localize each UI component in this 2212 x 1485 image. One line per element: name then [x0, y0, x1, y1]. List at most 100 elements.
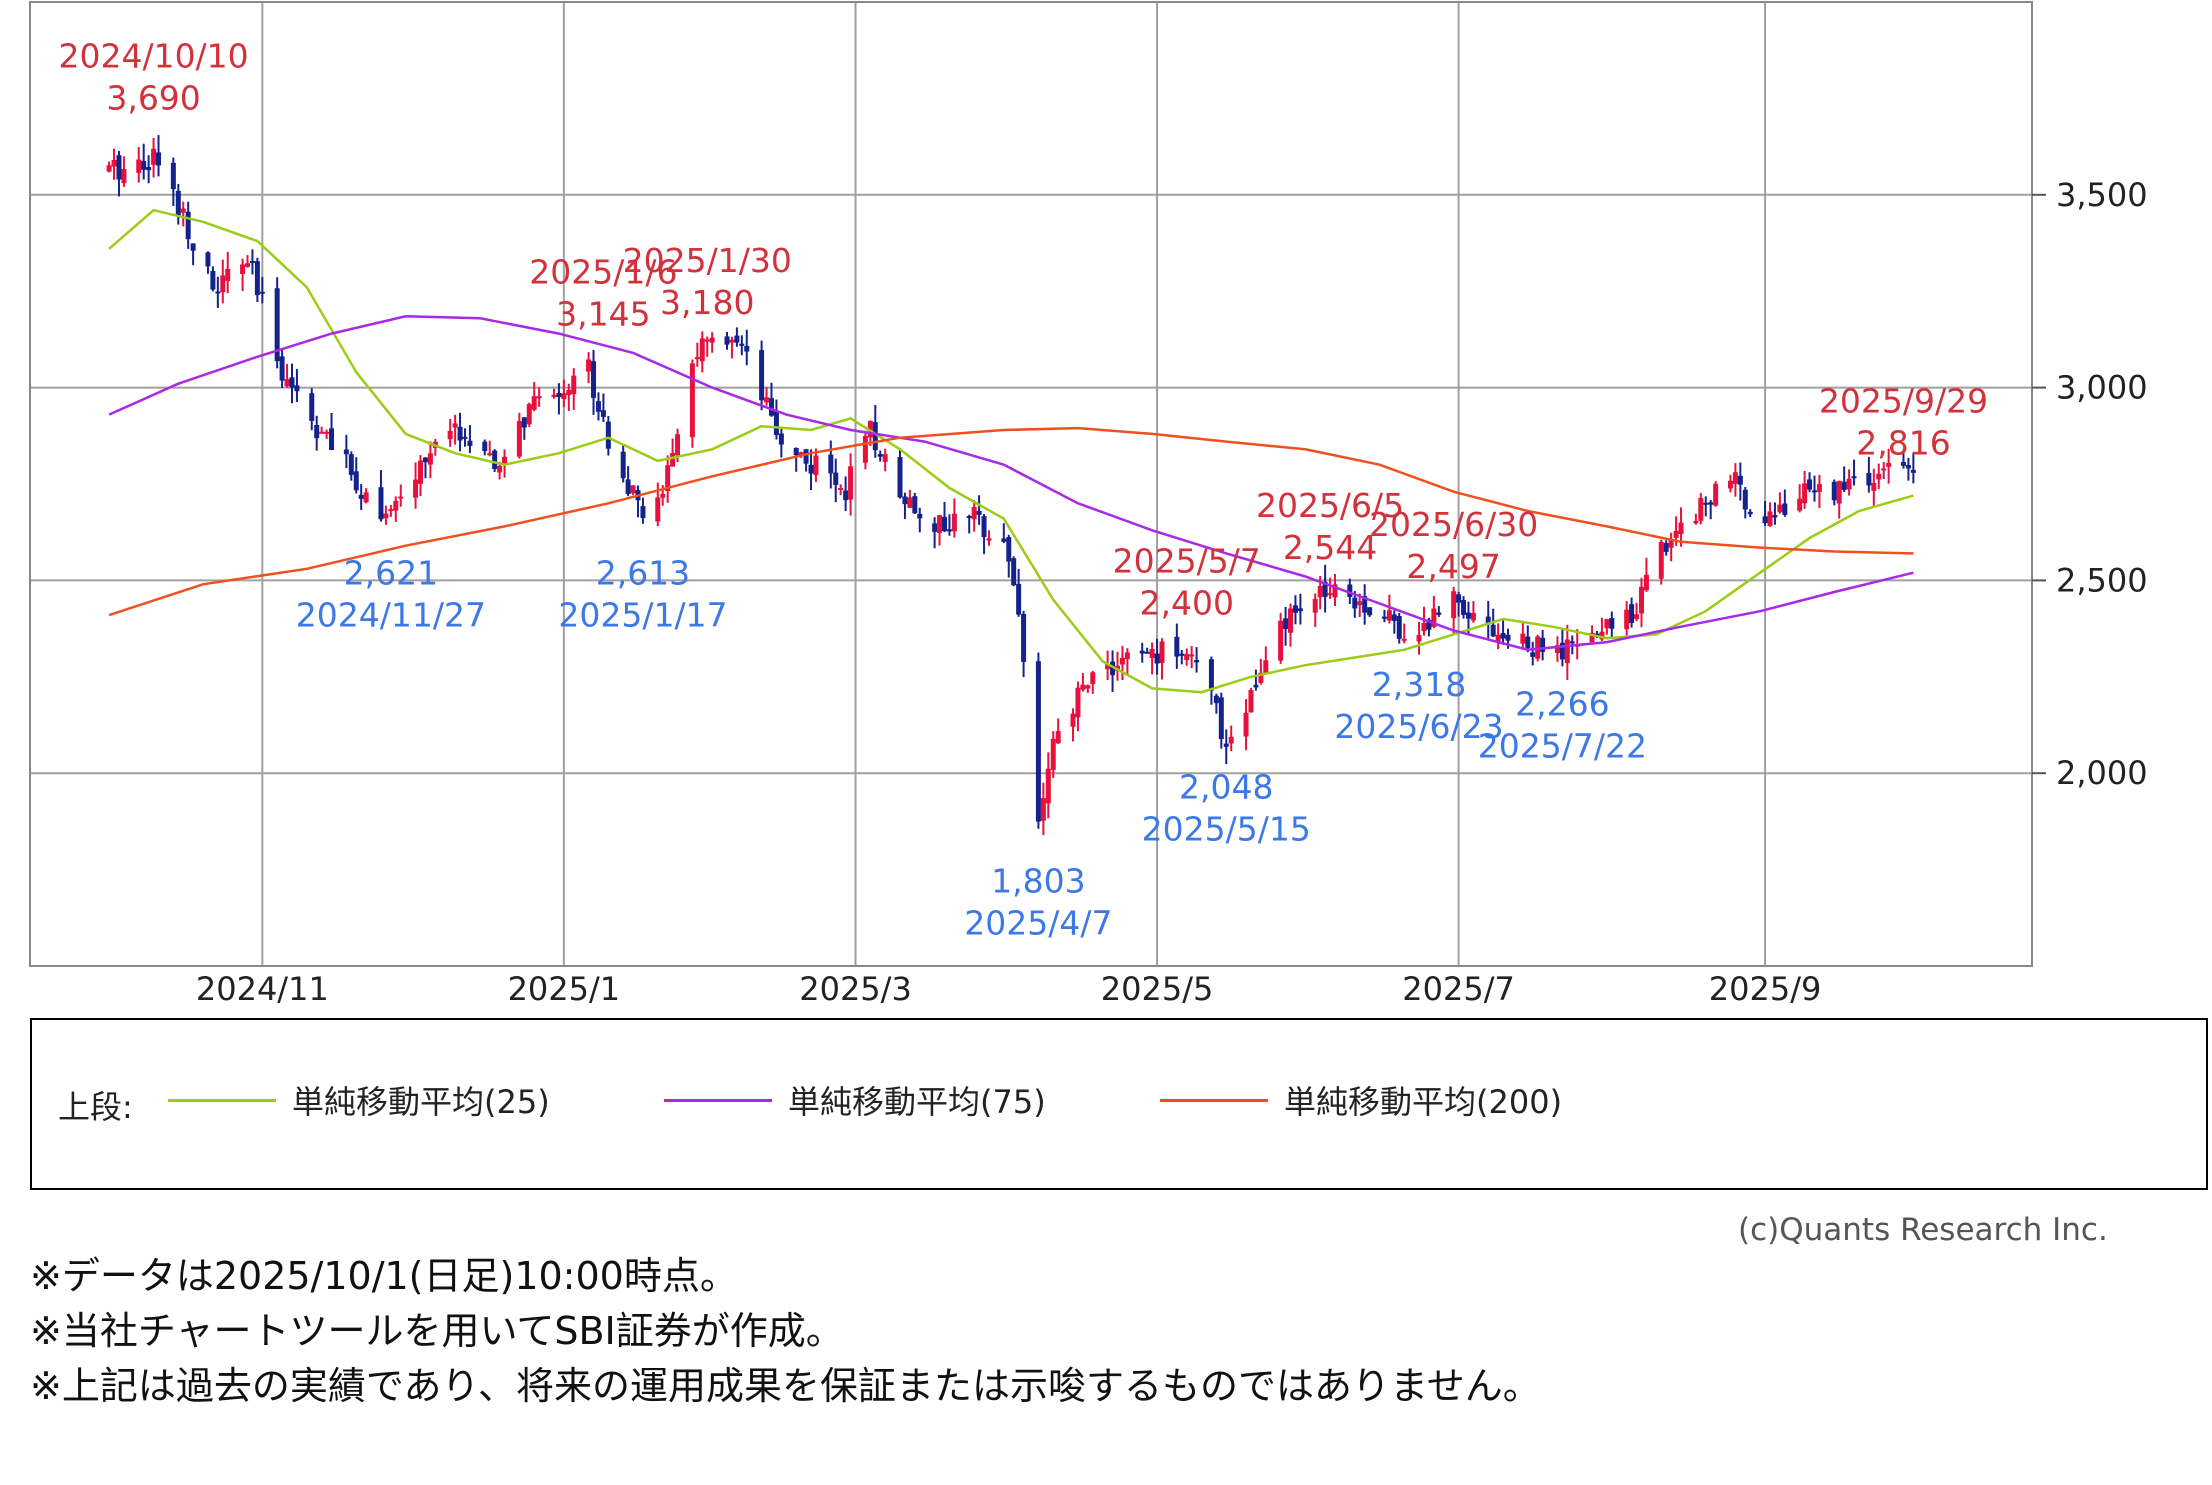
candle-body: [413, 479, 419, 498]
candle-body: [981, 516, 987, 538]
annotation-line1: 2,266: [1515, 684, 1609, 723]
legend-item-ma25: 単純移動平均(25): [168, 1078, 550, 1122]
candle-body: [1040, 797, 1046, 821]
candle-body: [205, 252, 211, 267]
candle-body: [319, 431, 325, 434]
annotation-line1: 2024/10/10: [58, 37, 248, 76]
candle-body: [1589, 632, 1595, 643]
candle-body: [1658, 541, 1664, 579]
candle-body: [1021, 613, 1027, 662]
candle-body: [1223, 743, 1229, 747]
candle-body: [768, 398, 774, 416]
candle-body: [872, 422, 878, 451]
candle-body: [1352, 597, 1358, 609]
candle-body: [1050, 738, 1056, 770]
candle-body: [348, 454, 354, 475]
candle-body: [141, 160, 147, 170]
candle-body: [1011, 558, 1017, 586]
x-tick-label: 2025/3: [799, 970, 912, 1008]
x-tick-label: 2025/1: [508, 970, 621, 1008]
candle-body: [759, 350, 765, 401]
candle-body: [284, 379, 290, 387]
candle-body: [175, 190, 181, 217]
candle-body: [1762, 516, 1768, 524]
candle-body: [388, 509, 394, 512]
annotation-line2: 2025/7/22: [1478, 726, 1647, 765]
candle-body: [862, 436, 868, 463]
candle-body: [136, 159, 142, 173]
candle-body: [561, 393, 567, 400]
annotation-line2: 2,816: [1856, 424, 1950, 463]
legend-swatch-ma200: [1160, 1098, 1268, 1102]
candle-body: [1218, 697, 1224, 740]
candle-body: [1124, 652, 1130, 660]
candle-body: [329, 428, 335, 451]
candle-body: [378, 487, 384, 520]
candle-body: [1391, 614, 1397, 621]
candle-body: [190, 243, 196, 251]
annotation-line1: 2,048: [1179, 767, 1273, 806]
candle-body: [1673, 530, 1679, 539]
candle-body: [1505, 634, 1511, 641]
candle-body: [1332, 584, 1338, 598]
grid-lines: [30, 2, 2032, 966]
candle-body: [220, 275, 226, 293]
candle-body: [1777, 504, 1783, 513]
candle-body: [625, 479, 631, 494]
candle-body: [600, 410, 606, 417]
candle-body: [843, 490, 849, 501]
annotation-line2: 2,544: [1283, 528, 1377, 567]
candle-body: [156, 152, 162, 166]
candle-body: [1159, 641, 1165, 664]
price-chart: 2024/10/103,690 2025/1/63,145 2025/1/303,1…: [29, 1, 2148, 1008]
candle-body: [1396, 616, 1402, 639]
candle-body: [259, 291, 265, 294]
candle-body: [660, 493, 666, 498]
candle-body: [1678, 522, 1684, 534]
annotation-line1: 1,803: [991, 862, 1085, 901]
candle-body: [1540, 637, 1546, 652]
copyright-credit: (c)Quants Research Inc.: [1738, 1212, 2108, 1248]
candle-body: [1253, 684, 1259, 688]
candle-body: [1520, 633, 1526, 644]
candle-body: [536, 396, 542, 399]
candle-body: [210, 271, 216, 290]
candle-body: [116, 155, 122, 180]
candle-body: [526, 404, 532, 425]
legend-item-ma200: 単純移動平均(200): [1160, 1078, 1562, 1122]
candle-body: [1876, 473, 1882, 480]
candle-body: [1500, 633, 1506, 639]
candle-body: [1228, 736, 1234, 744]
candle-body: [778, 433, 784, 445]
candle-body: [1559, 642, 1565, 660]
candle-body: [1322, 581, 1328, 597]
candle-body: [1456, 594, 1462, 603]
candle-body: [937, 515, 943, 533]
candle-body: [225, 268, 231, 281]
candle-body: [764, 397, 770, 403]
candle-body: [457, 426, 463, 441]
candle-body: [1386, 610, 1392, 621]
candle-body: [586, 359, 592, 372]
annotation-line1: 2025/6/30: [1369, 505, 1538, 544]
candle-body: [422, 457, 428, 463]
annotation-line1: 2,621: [344, 553, 438, 592]
candle-body: [630, 485, 636, 494]
candle-body: [877, 453, 883, 457]
candle-body: [383, 513, 389, 519]
candle-body: [353, 471, 359, 491]
candle-body: [1594, 633, 1600, 636]
candle-body: [640, 506, 646, 519]
y-tick-label: 3,500: [2056, 176, 2148, 214]
candle-body: [1421, 622, 1427, 632]
candle-body: [1174, 636, 1180, 657]
candle-body: [591, 361, 597, 398]
candle-body: [462, 436, 468, 439]
candle-body: [704, 339, 710, 342]
candle-body: [1288, 608, 1294, 633]
candle-body: [709, 337, 715, 343]
y-tick-label: 3,000: [2056, 369, 2148, 407]
candle-body: [1663, 542, 1669, 552]
candle-body: [363, 492, 369, 503]
candle-body: [734, 335, 740, 343]
